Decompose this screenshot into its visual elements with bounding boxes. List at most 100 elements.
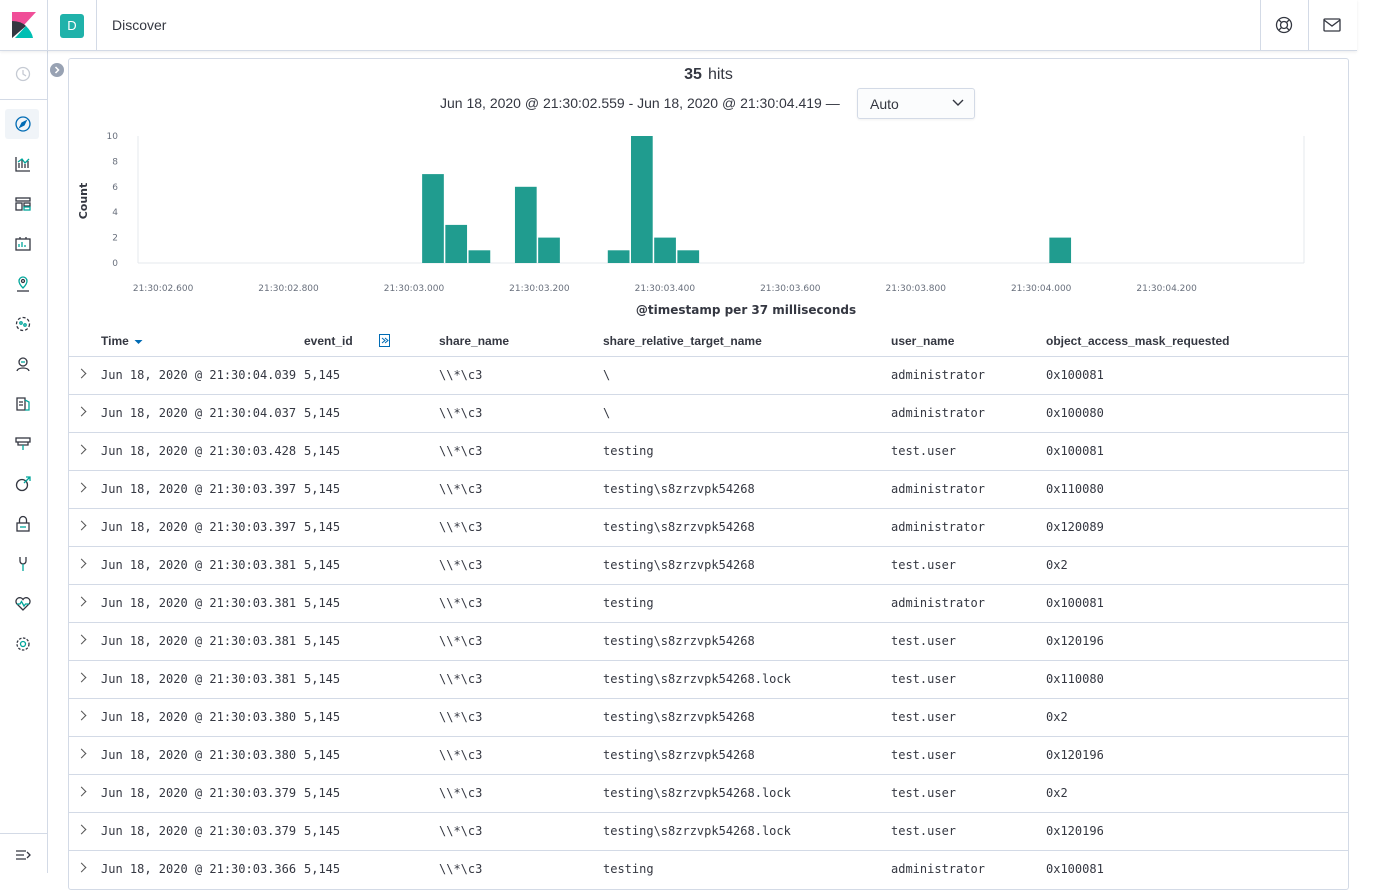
expand-row-chevron-icon[interactable]	[76, 672, 87, 683]
sort-descending-icon[interactable]	[134, 339, 143, 345]
cell-share-relative-target-name: testing	[603, 444, 654, 458]
column-header-share-name[interactable]: share_name	[439, 334, 510, 348]
column-header-time[interactable]: Time	[101, 334, 143, 348]
expand-row-chevron-icon[interactable]	[76, 862, 87, 873]
y-tick-label: 6	[112, 183, 118, 193]
uptime-icon[interactable]	[13, 434, 33, 454]
siem-icon[interactable]	[13, 354, 33, 374]
histogram-bar[interactable]	[445, 224, 468, 263]
cell-user-name: test.user	[891, 748, 957, 762]
table-row[interactable]: Jun 18, 2020 @ 21:30:03.380 5,145 \\*\c3 te…	[69, 736, 1348, 775]
expand-row-chevron-icon[interactable]	[76, 558, 87, 569]
apm-icon[interactable]	[13, 474, 33, 494]
histogram-bar[interactable]	[607, 250, 630, 263]
security-lock-icon[interactable]	[13, 514, 33, 534]
x-tick-label: 21:30:03.800	[886, 284, 947, 294]
logs-icon[interactable]	[13, 394, 33, 414]
column-header-object-access-mask-requested[interactable]: object_access_mask_requested	[1046, 334, 1230, 348]
management-gear-icon[interactable]	[13, 634, 33, 654]
collapse-sidebar-toggle[interactable]	[50, 63, 64, 77]
expand-row-chevron-icon[interactable]	[76, 368, 87, 379]
cell-event-id: 5,145	[304, 824, 341, 838]
maps-icon[interactable]	[13, 274, 33, 294]
cell-user-name: administrator	[891, 482, 985, 496]
column-header-event-id[interactable]: event_id	[304, 334, 353, 348]
kibana-logo-icon[interactable]	[12, 12, 36, 38]
discover-compass-icon[interactable]	[13, 114, 33, 134]
table-row[interactable]: Jun 18, 2020 @ 21:30:03.379 5,145 \\*\c3 te…	[69, 774, 1348, 813]
table-row[interactable]: Jun 18, 2020 @ 21:30:03.428 5,145 \\*\c3 te…	[69, 432, 1348, 471]
cell-user-name: test.user	[891, 558, 957, 572]
cell-share-relative-target-name: testing\s8zrzvpk54268.lock	[603, 786, 791, 800]
histogram-bar[interactable]	[422, 174, 444, 263]
hits-label: hits	[707, 66, 733, 83]
nav-dock-toggle-icon[interactable]	[13, 845, 33, 865]
cell-event-id: 5,145	[304, 596, 341, 610]
cell-event-id: 5,145	[304, 444, 341, 458]
recently-viewed-clock-icon[interactable]	[13, 64, 33, 84]
cell-time: Jun 18, 2020 @ 21:30:04.039	[101, 368, 297, 382]
table-row[interactable]: Jun 18, 2020 @ 21:30:03.366 5,145 \\*\c3 te…	[69, 850, 1348, 889]
cell-share-relative-target-name: \	[603, 406, 611, 420]
column-header-user-name[interactable]: user_name	[891, 334, 955, 348]
table-row[interactable]: Jun 18, 2020 @ 21:30:04.037 5,145 \\*\c3 \ a…	[69, 394, 1348, 433]
dev-tools-icon[interactable]	[13, 554, 33, 574]
expand-row-chevron-icon[interactable]	[76, 634, 87, 645]
cell-share-name: \\*\c3	[439, 672, 483, 686]
hits-summary: 35 hits	[69, 66, 1348, 84]
cell-share-name: \\*\c3	[439, 558, 483, 572]
x-axis-ticks: 21:30:02.600 21:30:02.800 21:30:03.000 21:3…	[133, 284, 1197, 294]
expand-row-chevron-icon[interactable]	[76, 406, 87, 417]
histogram-bar[interactable]	[514, 186, 537, 263]
expand-row-chevron-icon[interactable]	[76, 520, 87, 531]
cell-object-access-mask-requested: 0x100081	[1046, 862, 1104, 876]
histogram-bar[interactable]	[654, 237, 676, 263]
histogram-bar[interactable]	[538, 237, 560, 263]
move-column-right-icon[interactable]	[379, 334, 390, 347]
table-row[interactable]: Jun 18, 2020 @ 21:30:04.039 5,145 \\*\c3 \ a…	[69, 356, 1348, 395]
cell-time: Jun 18, 2020 @ 21:30:03.380	[101, 748, 297, 762]
histogram-bar[interactable]	[1049, 237, 1072, 263]
expand-row-chevron-icon[interactable]	[76, 786, 87, 797]
mail-icon[interactable]	[1322, 15, 1342, 35]
nav-divider	[0, 833, 47, 834]
table-row[interactable]: Jun 18, 2020 @ 21:30:03.397 5,145 \\*\c3 te…	[69, 470, 1348, 509]
table-row[interactable]: Jun 18, 2020 @ 21:30:03.381 5,145 \\*\c3 te…	[69, 622, 1348, 661]
y-tick-label: 10	[107, 132, 119, 142]
expand-row-chevron-icon[interactable]	[76, 824, 87, 835]
canvas-icon[interactable]	[13, 234, 33, 254]
x-axis-label: @timestamp per 37 milliseconds	[636, 303, 856, 317]
expand-row-chevron-icon[interactable]	[76, 482, 87, 493]
expand-row-chevron-icon[interactable]	[76, 748, 87, 759]
interval-select[interactable]: Auto	[857, 88, 975, 119]
column-header-label: Time	[101, 334, 129, 348]
histogram-bar[interactable]	[677, 250, 700, 263]
expand-row-chevron-icon[interactable]	[76, 596, 87, 607]
cell-user-name: test.user	[891, 634, 957, 648]
cell-event-id: 5,145	[304, 710, 341, 724]
help-lifebuoy-icon[interactable]	[1274, 15, 1294, 35]
table-row[interactable]: Jun 18, 2020 @ 21:30:03.379 5,145 \\*\c3 te…	[69, 812, 1348, 851]
monitoring-heartbeat-icon[interactable]	[13, 594, 33, 614]
column-header-share-relative-target-name[interactable]: share_relative_target_name	[603, 334, 762, 348]
expand-row-chevron-icon[interactable]	[76, 710, 87, 721]
cell-user-name: test.user	[891, 786, 957, 800]
table-row[interactable]: Jun 18, 2020 @ 21:30:03.381 5,145 \\*\c3 te…	[69, 546, 1348, 585]
histogram-bar[interactable]	[468, 250, 491, 263]
discover-panel: 35 hits Jun 18, 2020 @ 21:30:02.559 - Jun…	[68, 58, 1349, 890]
histogram-bar[interactable]	[630, 136, 653, 263]
cell-event-id: 5,145	[304, 406, 341, 420]
table-row[interactable]: Jun 18, 2020 @ 21:30:03.381 5,145 \\*\c3 te…	[69, 660, 1348, 699]
cell-share-name: \\*\c3	[439, 862, 483, 876]
cell-user-name: test.user	[891, 444, 957, 458]
table-row[interactable]: Jun 18, 2020 @ 21:30:03.380 5,145 \\*\c3 te…	[69, 698, 1348, 737]
dashboard-icon[interactable]	[13, 194, 33, 214]
table-row[interactable]: Jun 18, 2020 @ 21:30:03.381 5,145 \\*\c3 te…	[69, 584, 1348, 623]
expand-row-chevron-icon[interactable]	[76, 444, 87, 455]
y-tick-label: 8	[112, 157, 118, 167]
table-row[interactable]: Jun 18, 2020 @ 21:30:03.397 5,145 \\*\c3 te…	[69, 508, 1348, 547]
machine-learning-icon[interactable]	[13, 314, 33, 334]
cell-share-relative-target-name: \	[603, 368, 611, 382]
space-avatar[interactable]: D	[60, 14, 84, 38]
visualize-icon[interactable]	[13, 154, 33, 174]
